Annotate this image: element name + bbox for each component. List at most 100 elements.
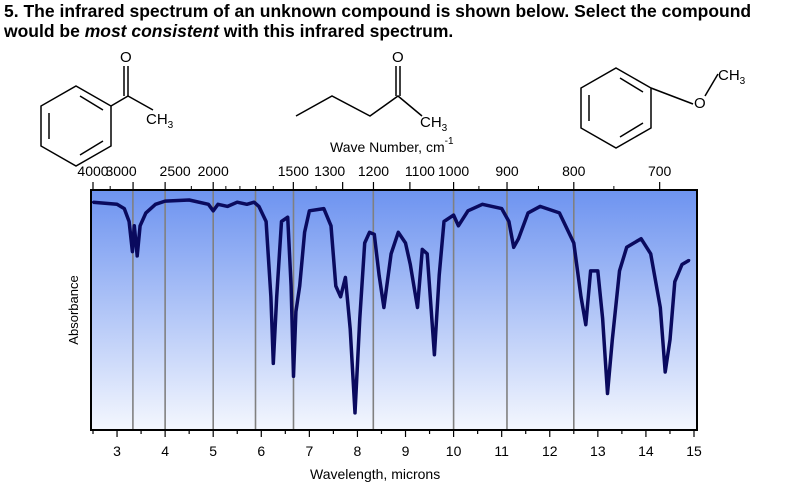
x-tick-label-11: 11 bbox=[494, 443, 509, 459]
top-tick-label-700: 700 bbox=[648, 163, 672, 179]
spectrum-point-45 bbox=[389, 252, 393, 255]
spectrum-point-71 bbox=[601, 317, 604, 320]
spectrum-point-6 bbox=[136, 254, 139, 258]
structure-2-pentanone: O CH3 bbox=[295, 49, 448, 134]
spectrum-point-15 bbox=[226, 205, 229, 208]
x-tick-label-3: 3 bbox=[113, 443, 121, 459]
spectrum-point-34 bbox=[334, 284, 337, 288]
spectrum-point-18 bbox=[252, 201, 256, 204]
spectrum-point-79 bbox=[664, 370, 667, 374]
question-emphasis: most consistent bbox=[84, 21, 219, 41]
question-part2: with this infrared spectrum. bbox=[218, 21, 454, 41]
spectrum-point-50 bbox=[421, 248, 424, 251]
spectrum-point-9 bbox=[154, 203, 157, 206]
spectrum-point-20 bbox=[264, 220, 268, 223]
spectrum-line bbox=[92, 198, 691, 415]
spectrum-point-23 bbox=[275, 295, 278, 298]
x-tick-label-13: 13 bbox=[590, 443, 606, 459]
top-tick-label-2000: 2000 bbox=[198, 163, 229, 179]
spectrum-point-1 bbox=[115, 203, 119, 206]
top-tick-label-800: 800 bbox=[562, 163, 586, 179]
x-tick-label-10: 10 bbox=[446, 443, 462, 459]
top-tick-label-4000: 4000 bbox=[77, 163, 108, 179]
spectrum-point-43 bbox=[377, 274, 381, 277]
spectrum-point-73 bbox=[611, 338, 614, 341]
x-tick-label-8: 8 bbox=[354, 443, 362, 459]
spectrum-point-83 bbox=[688, 259, 691, 262]
x-tick-label-14: 14 bbox=[638, 443, 654, 459]
spectrum-point-70 bbox=[596, 269, 599, 273]
spectrum-point-11 bbox=[188, 198, 191, 202]
spectrum-point-30 bbox=[303, 231, 306, 234]
spectrum-point-28 bbox=[294, 310, 298, 313]
spectrum-point-7 bbox=[138, 224, 142, 227]
spectrum-point-47 bbox=[404, 241, 407, 245]
x-tick-label-4: 4 bbox=[161, 443, 169, 459]
spectrum-point-78 bbox=[659, 306, 662, 309]
spectrum-point-58 bbox=[481, 203, 484, 206]
spectrum-point-27 bbox=[292, 375, 295, 378]
spectrum-point-49 bbox=[416, 306, 419, 309]
spectrum-point-80 bbox=[668, 338, 672, 341]
anisole-oxygen: O bbox=[694, 95, 706, 112]
spectrum-point-13 bbox=[212, 209, 215, 212]
spectrum-point-29 bbox=[298, 284, 301, 288]
spectrum-point-65 bbox=[558, 211, 561, 215]
spectrum-point-72 bbox=[606, 392, 609, 395]
spectrum-point-68 bbox=[584, 323, 587, 326]
spectrum-point-76 bbox=[639, 237, 643, 240]
spectrum-point-51 bbox=[426, 252, 429, 255]
x-tick-label-6: 6 bbox=[257, 443, 265, 459]
top-axis-label: Wave Number, cm-1 bbox=[330, 136, 454, 155]
spectrum-point-57 bbox=[466, 209, 470, 212]
top-tick-label-1500: 1500 bbox=[278, 163, 309, 179]
spectrum-point-54 bbox=[442, 220, 446, 223]
spectrum-point-67 bbox=[579, 295, 583, 298]
spectrum-point-39 bbox=[358, 317, 361, 320]
spectrum-point-48 bbox=[409, 263, 412, 266]
spectrum-point-21 bbox=[269, 295, 273, 298]
top-tick-label-1000: 1000 bbox=[438, 163, 469, 179]
acetophenone-oxygen: O bbox=[120, 49, 132, 66]
plot-area bbox=[91, 190, 697, 430]
y-axis-label: Absorbance bbox=[66, 275, 81, 344]
spectrum-point-81 bbox=[673, 280, 676, 283]
spectrum-point-69 bbox=[589, 269, 592, 273]
spectrum-point-4 bbox=[131, 250, 134, 253]
spectrum-point-82 bbox=[680, 263, 684, 266]
x-tick-label-12: 12 bbox=[542, 443, 558, 459]
spectrum-point-41 bbox=[368, 231, 371, 234]
spectrum-point-2 bbox=[123, 207, 126, 210]
spectrum-point-55 bbox=[452, 213, 455, 217]
spectrum-point-5 bbox=[133, 224, 136, 227]
spectrum-point-53 bbox=[438, 274, 441, 277]
spectrum-point-75 bbox=[625, 246, 628, 249]
spectrum-point-32 bbox=[322, 207, 325, 210]
top-tick-label-1300: 1300 bbox=[314, 163, 345, 179]
top-tick-label-1200: 1200 bbox=[358, 163, 389, 179]
x-axis-label: Wavelength, microns bbox=[310, 466, 440, 482]
spectrum-point-36 bbox=[344, 276, 347, 279]
x-tick-label-9: 9 bbox=[402, 443, 410, 459]
spectrum-point-37 bbox=[349, 327, 352, 331]
pentanone-oxygen: O bbox=[392, 49, 404, 66]
spectrum-point-8 bbox=[144, 211, 148, 215]
spectrum-point-35 bbox=[339, 295, 342, 298]
spectrum-point-33 bbox=[329, 224, 333, 227]
pentanone-methyl: CH3 bbox=[420, 114, 448, 134]
spectrum-point-64 bbox=[538, 205, 542, 208]
spectrum-point-74 bbox=[618, 269, 621, 273]
spectrum-point-42 bbox=[373, 233, 376, 236]
spectrum-point-38 bbox=[353, 411, 357, 415]
spectrum-point-0 bbox=[91, 201, 95, 204]
x-tick-label-7: 7 bbox=[305, 443, 313, 459]
spectrum-point-52 bbox=[433, 353, 436, 356]
spectrum-point-16 bbox=[236, 201, 239, 204]
x-tick-label-5: 5 bbox=[209, 443, 217, 459]
x-tick-label-15: 15 bbox=[686, 443, 702, 459]
spectrum-point-40 bbox=[363, 241, 366, 245]
spectrum-point-26 bbox=[289, 284, 293, 288]
spectrum-point-63 bbox=[526, 211, 530, 215]
spectrum-point-3 bbox=[127, 220, 131, 223]
